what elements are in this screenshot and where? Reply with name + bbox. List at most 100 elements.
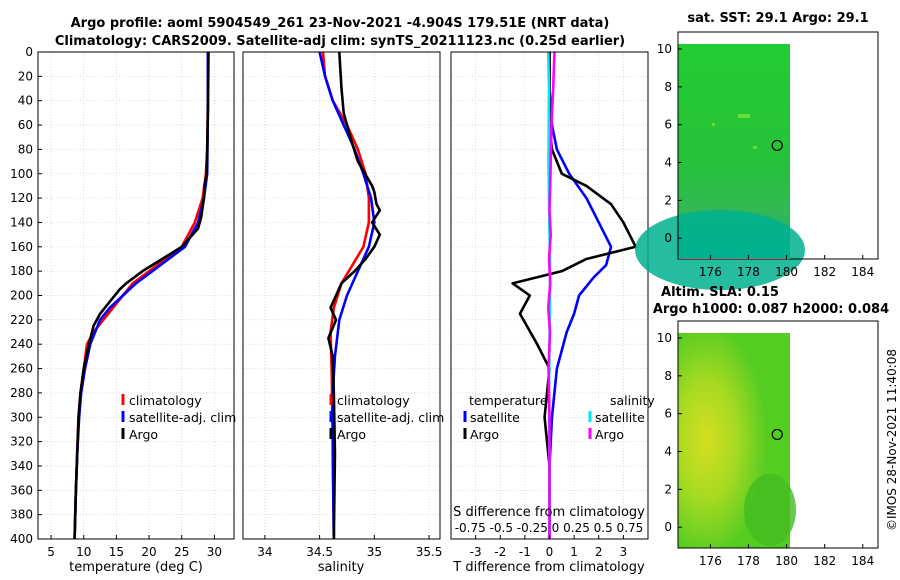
x-tick-label: 20 (141, 545, 156, 559)
y-tick-label: 140 (10, 215, 33, 229)
s-difference-label: S difference from climatology (453, 505, 645, 520)
series-line-satellite-adj-clim (73, 52, 210, 540)
difference-series (511, 51, 637, 539)
y-tick-label: 220 (10, 313, 33, 327)
map-y-tick-label: 10 (657, 42, 672, 56)
s-difference-tick-labels: -0.75 -0.5 -0.25 0 0.25 0.5 0.75 (455, 521, 644, 535)
temperature-yticks: 0 20 40 60 80 100 120 140 160 180 200 220 240 260 280 3… (10, 45, 42, 546)
salinity-legend: climatology satellite-adj. clim Argo (329, 393, 444, 442)
map-y-tick-label: 4 (664, 445, 672, 459)
y-tick-label: 120 (10, 191, 33, 205)
map-y-tick-label: 8 (664, 80, 672, 94)
salinity-xlabel: salinity (318, 560, 365, 575)
legend-label: Argo (337, 427, 366, 442)
y-tick-label: 320 (10, 435, 33, 449)
y-tick-label: 20 (18, 69, 33, 83)
y-tick-label: 280 (10, 386, 33, 400)
legend-label: satellite-adj. clim (129, 410, 236, 425)
series-line-t-satellite (548, 52, 613, 539)
x-tick-label: 5 (47, 545, 55, 559)
map-y-tick-label: 0 (664, 231, 672, 245)
x-tick-label: 30 (207, 545, 222, 559)
y-tick-label: 260 (10, 362, 33, 376)
y-tick-label: 360 (10, 483, 33, 497)
map-x-tick-label: 178 (737, 554, 760, 568)
x-tick-label: 2 (595, 545, 603, 559)
map-x-tick-label: 180 (775, 265, 798, 279)
sla-map-title: Altim. SLA: 0.15 (661, 285, 779, 300)
map-y-tick-label: 2 (664, 482, 672, 496)
map-x-tick-label: 176 (699, 265, 722, 279)
argo-position-marker (771, 428, 783, 441)
title-line-1: Argo profile: aoml 5904549_261 23-Nov-20… (71, 16, 610, 31)
map-y-tick-label: 2 (664, 193, 672, 207)
legend-label: satellite-adj. clim (337, 410, 444, 425)
map-x-tick-label: 180 (775, 554, 798, 568)
y-tick-label: 380 (10, 508, 33, 522)
legend-label: Argo (129, 427, 158, 442)
imos-watermark: ©IMOS 28-Nov-2021 11:40:08 (885, 349, 899, 531)
sla-map-panel: Altim. SLA: 0.15 Argo h1000: 0.087 h2000… (653, 285, 889, 568)
y-tick-label: 200 (10, 289, 33, 303)
sla-low-patch (744, 474, 796, 546)
t-difference-xlabel: T difference from climatology (452, 560, 645, 575)
sla-map-frame (677, 320, 879, 549)
temperature-series (73, 51, 210, 540)
salinity-xticks: 34 34.5 35 35.5 (257, 535, 442, 559)
y-tick-label: 80 (18, 142, 33, 156)
sst-map-ticks: 176 178 180 182 184 0 2 4 6 8 10 (657, 42, 874, 279)
x-tick-label: -3 (470, 545, 482, 559)
temperature-xlabel: temperature (deg C) (69, 560, 203, 575)
map-y-tick-label: 8 (664, 369, 672, 383)
map-x-tick-label: 182 (813, 554, 836, 568)
s-difference-ticks: -0.75 -0.5 -0.25 0 0.25 0.5 0.75 (455, 521, 644, 535)
sst-speckle (712, 123, 715, 126)
series-line-argo (327, 51, 382, 540)
x-tick-label: 34 (257, 545, 272, 559)
map-y-tick-label: 10 (657, 331, 672, 345)
series-line-climatology (73, 52, 210, 540)
difference-xticks: -3 -2 -1 0 1 2 3 (470, 535, 627, 559)
map-x-tick-label: 178 (737, 265, 760, 279)
temperature-panel: 0 20 40 60 80 100 120 140 160 180 200 220 240 260 280 3… (10, 45, 236, 575)
temperature-grid (38, 51, 234, 540)
legend-label: climatology (129, 393, 202, 408)
argo-position-marker (771, 139, 783, 152)
legend-label: satellite (470, 410, 520, 425)
series-line-argo (73, 51, 210, 540)
legend-label: satellite (595, 410, 645, 425)
y-tick-label: 100 (10, 167, 33, 181)
sst-map-title: sat. SST: 29.1 Argo: 29.1 (687, 11, 868, 26)
map-x-tick-label: 176 (699, 554, 722, 568)
y-tick-label: 60 (18, 118, 33, 132)
legend-label: Argo (470, 427, 499, 442)
x-tick-label: 0 (546, 545, 554, 559)
salinity-grid (243, 51, 440, 540)
x-tick-label: 35.5 (416, 545, 443, 559)
salinity-panel: 34 34.5 35 35.5 salinity climatology satelli… (242, 51, 444, 575)
y-tick-label: 400 (10, 532, 33, 546)
legend-title: salinity (610, 393, 655, 408)
map-x-tick-label: 184 (851, 265, 874, 279)
map-x-tick-label: 182 (813, 265, 836, 279)
y-tick-label: 240 (10, 337, 33, 351)
legend-label: Argo (595, 427, 624, 442)
y-tick-label: 160 (10, 240, 33, 254)
y-tick-label: 340 (10, 459, 33, 473)
map-y-tick-label: 0 (664, 520, 672, 534)
sla-map-subtitle: Argo h1000: 0.087 h2000: 0.084 (653, 302, 889, 317)
temperature-xticks: 5 10 15 20 25 30 (47, 535, 222, 559)
series-line-s-argo (546, 51, 556, 539)
sla-map-ticks: 176 178 180 182 184 0 2 4 6 8 10 (657, 331, 874, 568)
x-tick-label: 34.5 (306, 545, 333, 559)
legend-title: temperature (469, 393, 548, 408)
salinity-frame (242, 51, 441, 540)
x-tick-label: 15 (109, 545, 124, 559)
salinity-series (318, 51, 382, 540)
sst-map-frame (677, 31, 879, 260)
temperature-frame (37, 51, 235, 540)
x-tick-label: -1 (519, 545, 531, 559)
map-y-tick-label: 6 (664, 118, 672, 132)
y-tick-label: 0 (25, 45, 33, 59)
title-line-2: Climatology: CARS2009. Satellite-adj cli… (55, 34, 625, 49)
